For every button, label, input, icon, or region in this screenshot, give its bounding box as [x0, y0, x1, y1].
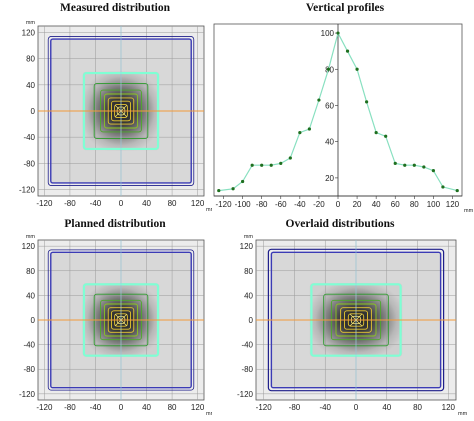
- title-measured: Measured distribution: [59, 2, 170, 14]
- y-tick-label: 80: [244, 267, 253, 276]
- y-unit-label: mm: [26, 20, 36, 26]
- y-tick-label: -80: [23, 365, 35, 374]
- x-tick-label: -80: [256, 200, 268, 209]
- x-unit-label: mm: [206, 207, 212, 213]
- x-tick-label: -80: [64, 403, 76, 412]
- profile-point: [384, 134, 388, 138]
- y-tick-label: 0: [249, 316, 254, 325]
- x-tick-label: 0: [354, 403, 359, 412]
- profile-point: [250, 163, 254, 167]
- profile-point: [217, 188, 221, 193]
- overlaid-distributions-chart: -120 -80 -40 0 40 80 120 120 80 40 0 -40 -80 -120 mm mm: [237, 234, 468, 417]
- x-tick-label: 0: [119, 403, 124, 412]
- x-tick-label: -40: [90, 403, 102, 412]
- profile-point: [317, 98, 321, 102]
- profile-point: [288, 156, 292, 160]
- y-tick-label: 80: [26, 267, 35, 276]
- profile-point: [441, 185, 445, 189]
- y-tick-label: -120: [237, 390, 254, 399]
- x-tick-label: 120: [191, 403, 205, 412]
- y-tick-label: 40: [325, 138, 334, 147]
- y-tick-label: -120: [19, 185, 36, 194]
- profile-point: [374, 131, 378, 135]
- x-tick-label: -120: [256, 403, 273, 412]
- planned-distribution-chart: -120 -80 -40 0 40 80 120 120 80 40 0 -40 -80 -120 mm mm: [19, 234, 212, 417]
- x-tick-label: 120: [446, 200, 460, 209]
- x-tick-label: -120: [216, 200, 233, 209]
- x-tick-label: -40: [319, 403, 331, 412]
- profile-point: [455, 188, 459, 193]
- x-tick-label: -80: [289, 403, 301, 412]
- x-tick-label: -20: [313, 200, 325, 209]
- measured-distribution-chart: -120 -80 -40 0 40 80 120 120 80 40 0 -40 -80 -120 mm mm: [19, 20, 212, 213]
- x-tick-label: 0: [336, 200, 341, 209]
- profile-point: [336, 31, 340, 35]
- profile-point: [298, 131, 302, 135]
- x-tick-label: 120: [191, 199, 205, 208]
- title-planned: Planned distribution: [64, 218, 166, 230]
- x-tick-label: -120: [36, 199, 53, 208]
- x-unit-label: mm: [464, 208, 474, 214]
- y-unit-label: mm: [244, 234, 254, 240]
- y-tick-label: -40: [241, 341, 253, 350]
- vertical-profiles-chart: -120-100-80-60-40-2002040608010012010080…: [213, 23, 474, 214]
- title-vertical-profiles: Vertical profiles: [305, 2, 385, 14]
- profile-point: [231, 187, 235, 191]
- y-tick-label: 80: [26, 55, 35, 64]
- x-tick-label: 80: [410, 200, 419, 209]
- y-tick-label: -80: [23, 159, 35, 168]
- y-tick-label: 0: [31, 107, 36, 116]
- x-unit-label: mm: [206, 411, 212, 417]
- y-tick-label: 120: [240, 242, 254, 251]
- profile-point: [326, 67, 331, 71]
- profile-point: [431, 169, 435, 173]
- profile-point: [269, 163, 273, 167]
- profile-point: [241, 179, 245, 184]
- profile-point: [307, 127, 311, 131]
- x-unit-label: mm: [458, 411, 468, 417]
- x-tick-label: 60: [391, 200, 400, 209]
- y-tick-label: 40: [26, 291, 35, 300]
- profile-point: [365, 100, 369, 104]
- profile-point: [422, 165, 426, 169]
- profile-point: [393, 161, 397, 166]
- x-tick-label: -40: [294, 200, 306, 209]
- x-tick-label: 40: [372, 200, 381, 209]
- x-tick-label: 120: [442, 403, 456, 412]
- y-tick-label: 0: [31, 316, 36, 325]
- y-tick-label: -120: [19, 390, 36, 399]
- y-tick-label: 40: [26, 81, 35, 90]
- x-tick-label: -120: [36, 403, 53, 412]
- x-tick-label: 100: [427, 200, 441, 209]
- y-tick-label: 100: [321, 29, 335, 38]
- y-tick-label: 20: [325, 174, 334, 183]
- y-unit-label: mm: [26, 234, 36, 240]
- x-tick-label: -100: [235, 200, 252, 209]
- y-tick-label: -80: [241, 365, 253, 374]
- x-tick-label: -40: [90, 199, 102, 208]
- x-tick-label: -80: [64, 199, 76, 208]
- x-tick-label: 40: [142, 199, 151, 208]
- x-tick-label: 40: [142, 403, 151, 412]
- x-tick-label: 0: [119, 199, 124, 208]
- profile-point: [279, 161, 283, 166]
- y-tick-label: 40: [244, 291, 253, 300]
- y-tick-label: 120: [22, 242, 36, 251]
- y-tick-label: 120: [22, 29, 36, 38]
- y-tick-label: -40: [23, 341, 35, 350]
- x-tick-label: 80: [168, 403, 177, 412]
- y-tick-label: -40: [23, 133, 35, 142]
- profile-point: [412, 163, 416, 167]
- x-tick-label: 80: [413, 403, 422, 412]
- x-tick-label: 40: [382, 403, 391, 412]
- profile-point: [403, 163, 407, 167]
- x-tick-label: -60: [275, 200, 287, 209]
- title-overlaid: Overlaid distributions: [285, 218, 395, 230]
- y-tick-label: 60: [325, 101, 334, 110]
- x-tick-label: 80: [168, 199, 177, 208]
- profile-point: [260, 163, 264, 167]
- profile-point: [345, 49, 350, 53]
- profile-point: [355, 67, 359, 71]
- x-tick-label: 20: [353, 200, 362, 209]
